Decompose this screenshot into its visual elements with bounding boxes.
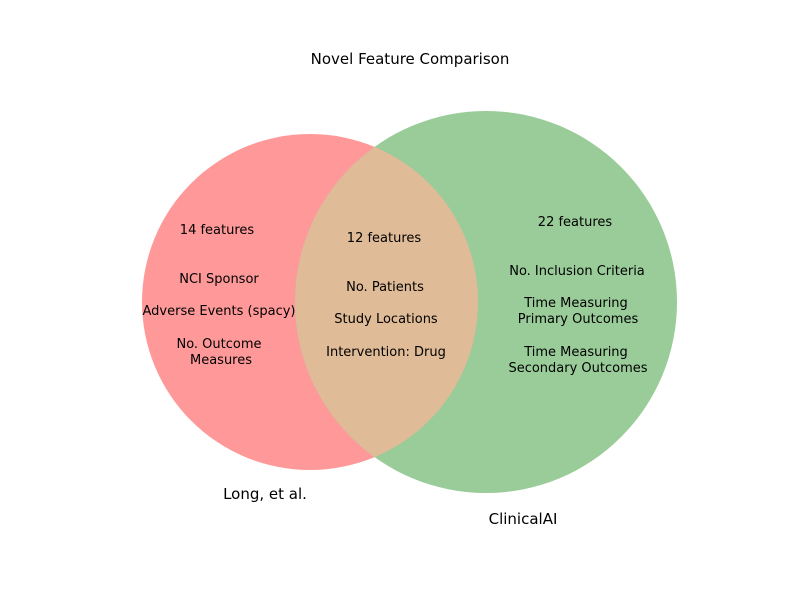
left-item: No. Outcome — [176, 337, 261, 352]
overlap-region — [295, 134, 478, 470]
chart-title: Novel Feature Comparison — [311, 50, 510, 68]
overlap-count: 12 features — [347, 231, 422, 246]
left-item: Measures — [190, 353, 252, 368]
left-item: NCI Sponsor — [179, 272, 259, 287]
right-set-label: ClinicalAI — [489, 510, 558, 528]
left-item: Adverse Events (spacy) — [143, 304, 296, 319]
left-set-label: Long, et al. — [223, 485, 307, 503]
right-item: No. Inclusion Criteria — [509, 264, 645, 279]
right-count: 22 features — [538, 215, 613, 230]
overlap-item: Intervention: Drug — [326, 345, 446, 360]
right-item: Secondary Outcomes — [508, 361, 647, 376]
right-item: Time Measuring — [523, 296, 628, 311]
overlap-item: No. Patients — [346, 280, 424, 295]
left-count: 14 features — [180, 223, 255, 238]
overlap-item: Study Locations — [334, 312, 438, 327]
right-item: Time Measuring — [523, 345, 628, 360]
right-item: Primary Outcomes — [518, 312, 639, 327]
